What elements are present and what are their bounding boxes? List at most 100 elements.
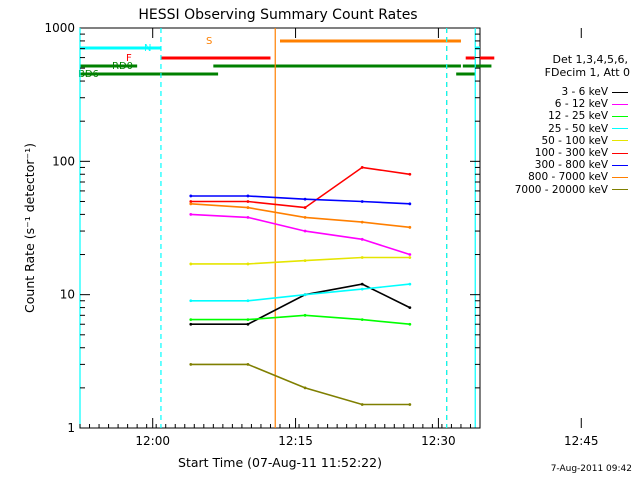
- series-point: [246, 318, 250, 322]
- legend-label: 50 - 100 keV: [541, 134, 608, 147]
- series-point: [408, 322, 412, 326]
- y-tick-label: 1: [67, 421, 75, 435]
- series-point: [303, 206, 307, 209]
- series-point: [303, 197, 307, 201]
- legend-label: 12 - 25 keV: [548, 110, 608, 123]
- series-point: [189, 318, 193, 322]
- legend-entry: 100 - 300 keV: [535, 147, 628, 159]
- legend-entry: 6 - 12 keV: [555, 98, 628, 110]
- y-tick-label: 1000: [44, 21, 75, 35]
- series-point: [408, 202, 412, 206]
- legend-title-line-2: FDecim 1, Att 0: [544, 66, 630, 79]
- series-point: [408, 306, 412, 309]
- series-point: [246, 262, 250, 266]
- series-point: [408, 172, 412, 176]
- series-point: [360, 237, 364, 241]
- series-point: [303, 293, 307, 297]
- legend-swatch: [612, 128, 628, 130]
- y-axis-label: Count Rate (s⁻¹ detector⁻¹): [22, 143, 37, 313]
- series-point: [189, 202, 193, 206]
- legend-entry: 800 - 7000 keV: [528, 171, 628, 183]
- x-tick-label: 12:30: [421, 434, 456, 448]
- series-point: [360, 287, 364, 291]
- legend-swatch: [612, 176, 628, 178]
- series-point: [303, 386, 307, 390]
- series-point: [360, 220, 364, 224]
- legend-entry: 300 - 800 keV: [535, 159, 628, 171]
- series-point: [189, 262, 193, 266]
- legend-entry: 3 - 6 keV: [561, 86, 628, 98]
- series-point: [303, 259, 307, 263]
- x-axis-label: Start Time (07-Aug-11 11:52:22): [178, 455, 382, 470]
- legend-label: 25 - 50 keV: [548, 122, 608, 135]
- legend-swatch: [612, 189, 628, 191]
- series-point: [189, 212, 193, 216]
- series-point: [246, 194, 250, 198]
- legend-swatch: [612, 91, 628, 93]
- series-line: [190, 195, 410, 205]
- series-point: [246, 200, 250, 203]
- flag-label: N: [144, 43, 151, 54]
- series-point: [303, 229, 307, 233]
- series-point: [408, 256, 412, 259]
- x-tick-label: 12:45: [564, 434, 599, 448]
- series-point: [189, 200, 193, 203]
- y-axis: 1 10 100 1000: [44, 21, 480, 435]
- y-tick-label: 100: [52, 154, 75, 168]
- series-layer: [189, 166, 412, 406]
- flag-label: BD6: [78, 69, 99, 80]
- legend-title-line-1: Det 1,3,4,5,6,: [552, 53, 628, 66]
- legend-entry: 7000 - 20000 keV: [515, 184, 628, 196]
- series-point: [189, 194, 193, 198]
- flag-label: S: [206, 36, 212, 47]
- plot-frame: [79, 27, 481, 429]
- legend-label: 300 - 800 keV: [534, 159, 608, 172]
- legend-swatch: [612, 152, 628, 154]
- footer-timestamp: 7-Aug-2011 09:42: [550, 464, 632, 474]
- series-point: [246, 322, 250, 326]
- legend-label: 7000 - 20000 keV: [514, 183, 608, 196]
- y-tick-label: 10: [60, 288, 75, 302]
- x-tick-label: 12:00: [135, 434, 170, 448]
- series-line: [190, 283, 411, 326]
- legend-swatch: [612, 103, 628, 105]
- series-point: [189, 362, 193, 366]
- series-line: [190, 213, 411, 256]
- series-point: [408, 282, 412, 286]
- flag-label: F: [126, 53, 132, 64]
- series-point: [360, 200, 364, 203]
- series-line: [190, 314, 410, 325]
- series-point: [246, 215, 250, 219]
- series-point: [360, 166, 364, 169]
- series-point: [303, 215, 307, 219]
- series-point: [360, 403, 364, 406]
- legend-label: 6 - 12 keV: [554, 98, 608, 111]
- series-point: [246, 206, 250, 209]
- legend-swatch: [612, 164, 628, 166]
- legend-entry: 50 - 100 keV: [541, 135, 628, 147]
- series-point: [408, 253, 412, 256]
- legend-swatch: [612, 140, 628, 142]
- series-line: [190, 283, 410, 302]
- legend-swatch: [612, 115, 628, 117]
- legend-label: 3 - 6 keV: [561, 86, 608, 98]
- legend-label: 800 - 7000 keV: [528, 171, 608, 184]
- series-point: [360, 318, 364, 322]
- series-line: [190, 363, 410, 406]
- legend-label: 100 - 300 keV: [534, 147, 608, 159]
- vertical-markers: [79, 28, 476, 428]
- series-point: [360, 282, 364, 286]
- series-point: [246, 362, 250, 366]
- series-point: [189, 322, 193, 326]
- x-tick-label: 12:15: [278, 434, 313, 448]
- series-point: [246, 299, 250, 303]
- series-point: [360, 256, 364, 259]
- legend-entry: 12 - 25 keV: [548, 110, 628, 122]
- chart-title: HESSI Observing Summary Count Rates: [138, 7, 417, 23]
- legend-entry: 25 - 50 keV: [548, 123, 628, 135]
- series-point: [189, 299, 193, 303]
- series-point: [303, 313, 307, 317]
